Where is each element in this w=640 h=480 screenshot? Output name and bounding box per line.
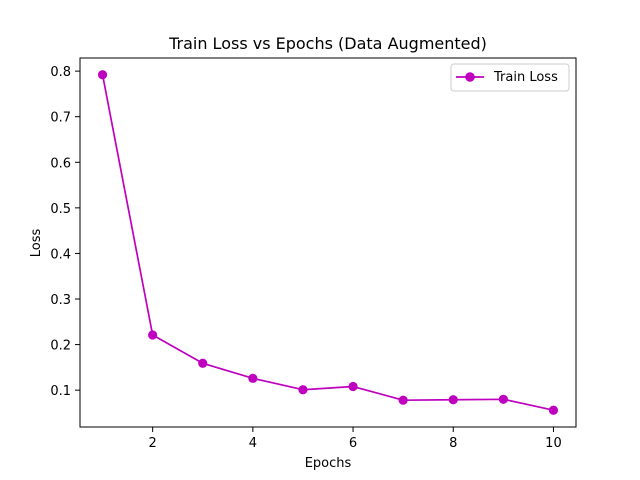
legend: Train Loss bbox=[450, 63, 570, 92]
data-point bbox=[498, 394, 508, 404]
y-axis-label: Loss bbox=[29, 229, 44, 258]
series-line-train-loss bbox=[101, 74, 554, 412]
x-tick-label: 4 bbox=[249, 436, 257, 451]
y-tick-label: 0.3 bbox=[50, 293, 71, 308]
y-tick-label: 0.5 bbox=[50, 202, 71, 217]
x-tick-label: 2 bbox=[149, 436, 157, 451]
data-point bbox=[548, 405, 559, 415]
x-tick-label: 6 bbox=[349, 436, 357, 451]
data-point bbox=[97, 70, 108, 80]
data-point bbox=[148, 330, 158, 340]
legend-entry-train-loss: Train Loss bbox=[493, 70, 558, 85]
y-tick-label: 0.7 bbox=[50, 111, 71, 126]
data-point bbox=[348, 381, 358, 392]
x-axis-label: Epochs bbox=[305, 456, 352, 471]
y-tick-label: 0.1 bbox=[50, 384, 71, 399]
y-tick-label: 0.8 bbox=[50, 65, 71, 80]
data-point bbox=[298, 385, 308, 395]
x-tick-label: 8 bbox=[449, 436, 457, 451]
y-tick-label: 0.6 bbox=[50, 156, 71, 171]
legend-marker-icon bbox=[465, 72, 475, 82]
legend-box bbox=[450, 63, 570, 92]
data-point bbox=[448, 395, 458, 405]
x-axis: 2 4 6 8 10 bbox=[149, 427, 562, 451]
data-point bbox=[198, 358, 208, 368]
chart-title: Train Loss vs Epochs (Data Augmented) bbox=[168, 34, 487, 53]
data-point bbox=[248, 373, 258, 383]
y-tick-label: 0.4 bbox=[50, 247, 71, 262]
y-tick-label: 0.2 bbox=[50, 339, 71, 354]
data-point bbox=[398, 395, 408, 405]
axes-frame bbox=[79, 57, 577, 428]
plot-area bbox=[97, 70, 559, 415]
y-axis: 0.1 0.2 0.3 0.4 0.5 0.6 0.7 0.8 bbox=[50, 65, 80, 399]
x-tick-label: 10 bbox=[545, 436, 562, 451]
